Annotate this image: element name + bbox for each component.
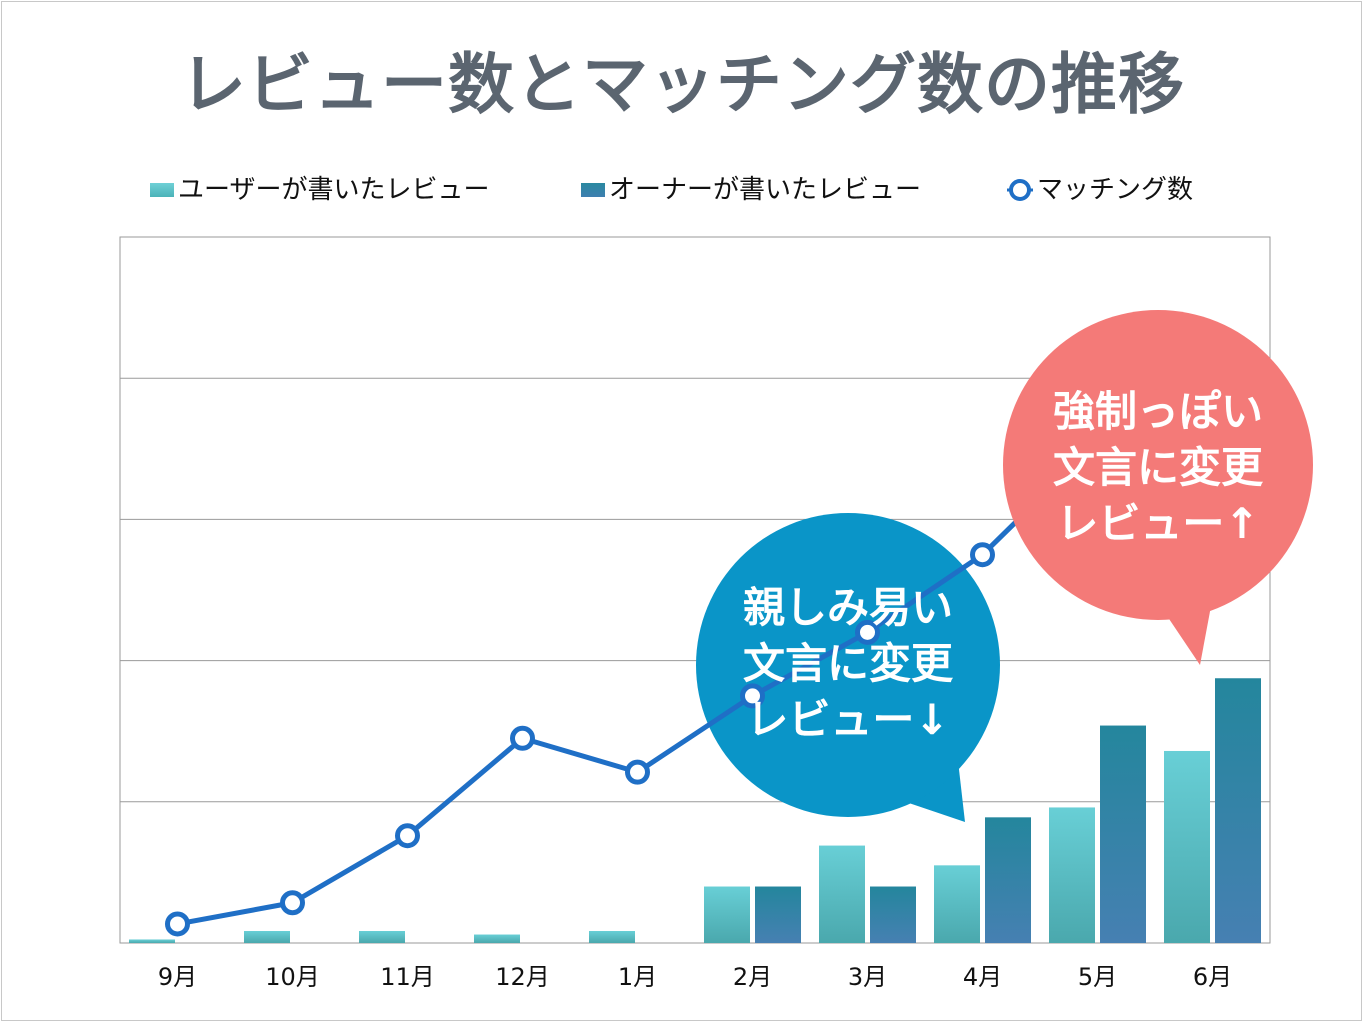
bar-user-reviews: [359, 930, 405, 943]
x-tick-label: 12月: [495, 963, 550, 991]
legend-item-matching: マッチング数: [1007, 170, 1193, 210]
legend-label-matching: マッチング数: [1037, 175, 1194, 205]
chart-legend: ユーザーが書いたレビュー オーナーが書いたレビュー マッチング数: [0, 170, 1365, 210]
callout-forceful-line-2: 文言に変更: [1052, 443, 1263, 492]
bar-owner-reviews: [1100, 725, 1146, 943]
point-matching: [740, 683, 765, 709]
point-matching: [855, 619, 880, 645]
callout-forceful-line-1: 強制っぽい: [1052, 387, 1263, 436]
callout-friendly: [696, 513, 1000, 822]
point-matching: [395, 823, 420, 849]
legend-swatch-matching: [1007, 179, 1033, 201]
point-matching: [625, 759, 650, 785]
bar-user-reviews: [474, 934, 520, 943]
x-tick-label: 5月: [1078, 963, 1117, 991]
legend-item-owner-reviews: オーナーが書いたレビュー: [581, 170, 921, 210]
point-matching: [280, 890, 305, 916]
bar-owner-reviews: [985, 817, 1031, 943]
point-matching: [970, 542, 995, 568]
x-tick-label: 9月: [158, 963, 197, 991]
bar-owner-reviews: [1215, 678, 1261, 943]
bar-owner-reviews: [870, 886, 916, 943]
plot-area-border: [119, 236, 1271, 944]
point-matching: [165, 911, 190, 937]
callout-forceful-text: 強制っぽい 文言に変更 レビュー↑: [1008, 384, 1308, 552]
callout-friendly-line-1: 親しみ易い: [742, 583, 953, 632]
callout-forceful-bubble: [1003, 310, 1313, 620]
x-tick-label: 10月: [265, 963, 320, 991]
callout-friendly-text: 親しみ易い 文言に変更 レビュー↓: [698, 580, 998, 748]
callout-forceful: [1003, 310, 1313, 665]
callout-friendly-line-2: 文言に変更: [742, 639, 953, 688]
x-tick-label: 1月: [618, 963, 657, 991]
point-matching: [510, 725, 535, 751]
bar-user-reviews: [1049, 807, 1095, 943]
bar-user-reviews: [934, 865, 980, 943]
x-tick-label: 6月: [1193, 963, 1232, 991]
legend-swatch-user-reviews: [150, 183, 174, 197]
legend-label-user-reviews: ユーザーが書いたレビュー: [178, 175, 490, 205]
x-tick-label: 2月: [733, 963, 772, 991]
bar-user-reviews: [704, 886, 750, 943]
bar-user-reviews: [819, 845, 865, 943]
page-title: レビュー数とマッチング数の推移: [180, 46, 1185, 123]
x-tick-label: 4月: [963, 963, 1002, 991]
bar-user-reviews: [129, 939, 175, 943]
bar-owner-reviews: [755, 886, 801, 943]
x-tick-label: 3月: [848, 963, 887, 991]
legend-label-owner-reviews: オーナーが書いたレビュー: [609, 175, 922, 205]
legend-swatch-owner-reviews: [581, 183, 605, 197]
x-tick-label: 11月: [380, 963, 435, 991]
callout-friendly-bubble: [696, 513, 1000, 817]
bar-user-reviews: [1164, 750, 1210, 943]
callout-forceful-line-3: レビュー↑: [1056, 499, 1260, 548]
callout-friendly-line-3: レビュー↓: [746, 695, 950, 744]
bar-user-reviews: [244, 930, 290, 943]
legend-item-user-reviews: ユーザーが書いたレビュー: [150, 170, 489, 210]
bar-user-reviews: [589, 930, 635, 943]
